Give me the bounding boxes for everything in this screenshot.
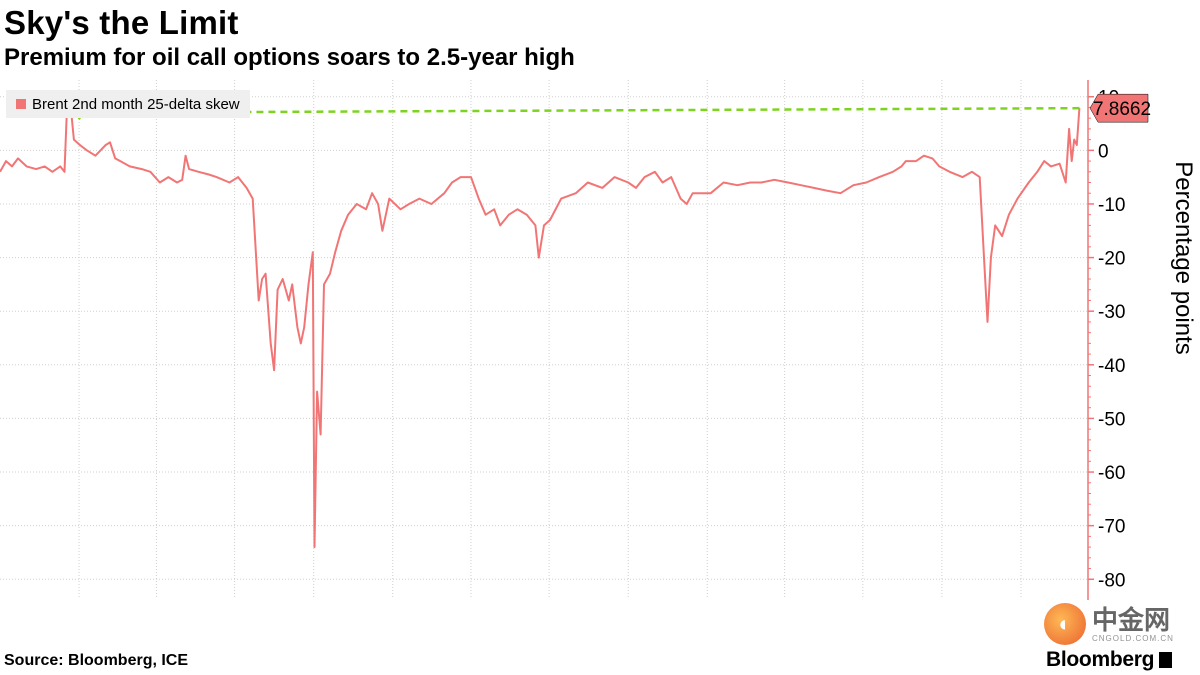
last-value-label: 7.8662: [1093, 99, 1151, 120]
legend: Brent 2nd month 25-delta skew: [6, 90, 250, 118]
brand-label: Bloomberg: [1046, 648, 1155, 671]
last-value-tag: [1089, 93, 1149, 123]
bloomberg-brand: Bloomberg: [1046, 648, 1173, 672]
y-tick-label: -30: [1098, 302, 1125, 323]
y-tick-label: -20: [1098, 249, 1125, 270]
line-chart: 2019202020212022100-10-20-30-40-50-60-70…: [0, 80, 1197, 639]
y-tick-label: 0: [1098, 141, 1109, 162]
y-tick-label: -70: [1098, 517, 1125, 538]
legend-swatch: [16, 99, 26, 109]
y-tick-label: -80: [1098, 570, 1125, 591]
chart-subtitle: Premium for oil call options soars to 2.…: [4, 44, 575, 71]
y-tick-label: -50: [1098, 409, 1125, 430]
watermark-text: 中金网 CNGOLD.COM.CN: [1092, 606, 1174, 643]
y-tick-label: -10: [1098, 195, 1125, 216]
source-note: Source: Bloomberg, ICE: [4, 652, 189, 669]
y-tick-label: -40: [1098, 356, 1125, 377]
chart-title: Sky's the Limit: [4, 4, 239, 41]
watermark-name: 中金网: [1092, 604, 1171, 635]
series-line-brent-skew: [0, 103, 1081, 549]
chart-area: 2019202020212022100-10-20-30-40-50-60-70…: [0, 80, 1200, 639]
cngold-logo-icon: ◐: [1044, 603, 1086, 645]
legend-label: Brent 2nd month 25-delta skew: [32, 95, 240, 113]
y-tick-label: -60: [1098, 463, 1125, 484]
bloomberg-mark-icon: [1159, 652, 1173, 668]
watermark-domain: CNGOLD.COM.CN: [1092, 633, 1174, 643]
y-axis-title: Percentage points: [1170, 161, 1197, 354]
cngold-watermark: ◐ 中金网 CNGOLD.COM.CN: [1044, 603, 1174, 645]
